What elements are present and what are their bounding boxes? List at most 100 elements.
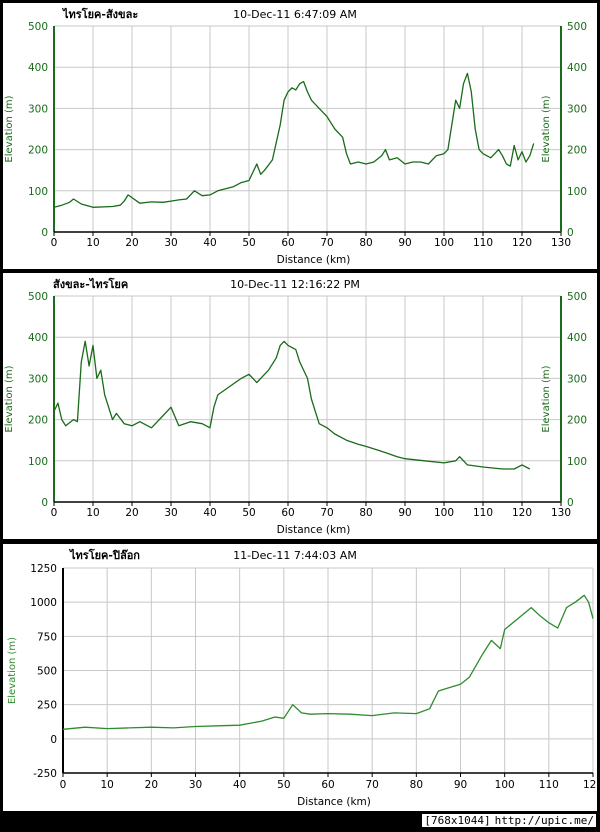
x-tick-label: 130 [551, 237, 571, 249]
upic-url[interactable]: http://upic.me/ [492, 814, 596, 827]
x-tick-label: 30 [189, 779, 202, 791]
x-tick-label: 70 [365, 779, 378, 791]
elevation-chart-3: 0102030405060708090100110120-25002505007… [7, 548, 597, 808]
x-tick-label: 100 [434, 507, 454, 519]
x-tick-label: 120 [512, 237, 532, 249]
timestamp: 10-Dec-11 12:16:22 PM [230, 278, 360, 291]
x-tick-label: 110 [473, 237, 493, 249]
y-tick-label-right: 100 [567, 186, 587, 198]
x-tick-label: 50 [277, 779, 290, 791]
x-tick-label: 60 [321, 779, 334, 791]
chart-panel-1: 0 10 20 30 40 50 60 70 80 90 100 110 120 130 0 0 100 100 2… [3, 3, 597, 269]
y-tick-label-left: 100 [28, 186, 48, 198]
x-tick-label: 80 [410, 779, 423, 791]
chart-panel-2: 0 10 20 30 40 50 60 70 80 90 100 110 120 130 0 0 100 100 2… [3, 273, 597, 539]
x-tick-label: 0 [51, 237, 58, 249]
y-tick-label-left: -250 [33, 768, 57, 780]
x-tick-label: 10 [86, 237, 99, 249]
x-tick-label: 100 [434, 237, 454, 249]
y-tick-label-right: 400 [567, 332, 587, 344]
x-tick-label: 20 [125, 507, 138, 519]
x-tick-label: 110 [539, 779, 559, 791]
y-tick-label-right: 500 [567, 21, 587, 33]
x-tick-label: 20 [125, 237, 138, 249]
x-tick-label: 100 [495, 779, 515, 791]
timestamp: 11-Dec-11 7:44:03 AM [233, 549, 357, 562]
x-tick-label: 110 [473, 507, 493, 519]
y-tick-label-right: 100 [567, 456, 587, 468]
route-title: ไทรโยค-สังขละ [61, 7, 138, 21]
y-tick-label-left: 300 [28, 103, 48, 115]
x-tick-label: 30 [164, 507, 177, 519]
timestamp: 10-Dec-11 6:47:09 AM [233, 8, 357, 21]
x-tick-label: 20 [145, 779, 158, 791]
x-axis-label: Distance (km) [277, 254, 351, 266]
x-tick-label: 130 [551, 507, 571, 519]
y-tick-label-right: 200 [567, 145, 587, 157]
image-size-label: [768x1044] [422, 814, 493, 827]
x-tick-label: 10 [100, 779, 113, 791]
elevation-line [53, 72, 535, 208]
x-tick-label: 40 [203, 507, 216, 519]
y-tick-label-left: 250 [37, 700, 57, 712]
y-tick-label-right: 300 [567, 373, 587, 385]
x-tick-label: 40 [233, 779, 246, 791]
y-tick-label-right: 400 [567, 62, 587, 74]
y-tick-label-left: 750 [37, 631, 57, 643]
x-tick-label: 10 [86, 507, 99, 519]
x-tick-label: 50 [242, 237, 255, 249]
elevation-line [53, 340, 531, 470]
y-tick-label-left: 200 [28, 415, 48, 427]
x-tick-label: 120 [512, 507, 532, 519]
y-tick-label-left: 0 [41, 497, 48, 509]
route-title: ไทรโยค-ปิล๊อก [68, 548, 140, 562]
x-axis-label: Distance (km) [297, 796, 371, 808]
x-tick-label: 60 [281, 507, 294, 519]
x-tick-label: 0 [60, 779, 67, 791]
x-tick-label: 70 [320, 507, 333, 519]
chart-panel-3: 0102030405060708090100110120-25002505007… [3, 544, 597, 811]
y-tick-label-left: 0 [41, 227, 48, 239]
y-tick-label-right: 200 [567, 415, 587, 427]
y-tick-label-left: 500 [37, 666, 57, 678]
y-tick-label-right: 0 [567, 227, 574, 239]
y-tick-label-left: 400 [28, 332, 48, 344]
x-tick-label: 80 [359, 507, 372, 519]
y-tick-label-left: 500 [28, 21, 48, 33]
route-title: สังขละ-ไทรโยค [53, 277, 128, 291]
elevation-line [62, 594, 594, 730]
plot-area [54, 26, 561, 232]
y-tick-label-left: 100 [28, 456, 48, 468]
y-axis-label-right: Elevation (m) [541, 365, 552, 432]
x-tick-label: 30 [164, 237, 177, 249]
y-tick-label-right: 300 [567, 103, 587, 115]
x-tick-label: 90 [454, 779, 467, 791]
y-tick-label-right: 500 [567, 291, 587, 303]
y-tick-label-left: 200 [28, 145, 48, 157]
x-tick-label: 0 [51, 507, 58, 519]
y-tick-label-left: 0 [50, 734, 57, 746]
y-tick-label-left: 300 [28, 373, 48, 385]
x-tick-label: 40 [203, 237, 216, 249]
x-tick-label: 50 [242, 507, 255, 519]
y-tick-label-right: 0 [567, 497, 574, 509]
x-tick-label: 70 [320, 237, 333, 249]
y-axis-label-left: Elevation (m) [4, 365, 15, 432]
plot-area [54, 296, 561, 502]
y-tick-label-left: 500 [28, 291, 48, 303]
footer-watermark: [768x1044] http://upic.me/ [422, 814, 596, 830]
y-tick-label-left: 400 [28, 62, 48, 74]
y-axis-label-right: Elevation (m) [541, 95, 552, 162]
x-tick-label: 90 [398, 237, 411, 249]
x-tick-label: 60 [281, 237, 294, 249]
x-tick-label: 90 [398, 507, 411, 519]
y-axis-label-left: Elevation (m) [4, 95, 15, 162]
y-axis-label-left: Elevation (m) [7, 637, 18, 704]
x-tick-label: 120 [583, 779, 597, 791]
x-axis-label: Distance (km) [277, 524, 351, 536]
y-tick-label-left: 1250 [30, 563, 57, 575]
x-tick-label: 80 [359, 237, 372, 249]
y-tick-label-left: 1000 [30, 597, 57, 609]
